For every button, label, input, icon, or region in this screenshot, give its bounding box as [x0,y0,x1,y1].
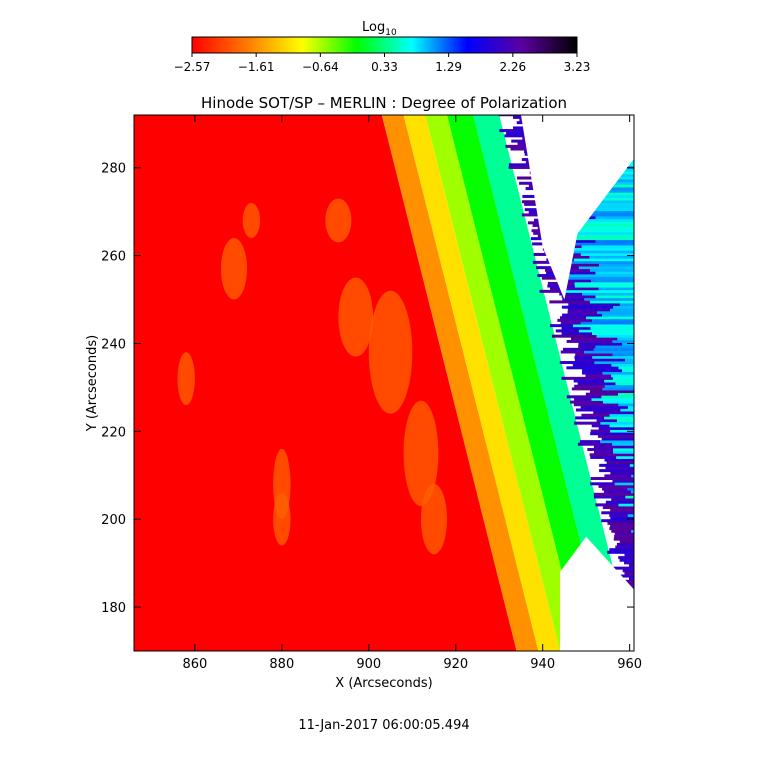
colorbar-tick-label: −1.61 [238,60,275,74]
x-tick-label: 860 [182,657,207,672]
y-tick-label: 180 [101,601,126,616]
plot-frame [133,114,635,652]
x-axis: 860 880 900 920 940 960 [182,115,642,672]
y-tick-label: 280 [101,162,126,177]
limb-band [473,115,634,651]
x-tick-label: 920 [443,657,468,672]
colorbar-tick-label: 0.33 [371,60,398,74]
timestamp: 11-Jan-2017 06:00:05.494 [298,718,469,733]
heatmap-image [134,115,634,651]
y-axis-label: Y (Arcseconds) [85,335,100,432]
y-tick-label: 240 [101,337,126,352]
limb-band [403,115,561,651]
x-axis-label: X (Arcseconds) [335,676,432,691]
colorbar-tick-label: −0.64 [302,60,339,74]
chart-title: Hinode SOT/SP – MERLIN : Degree of Polar… [201,94,567,112]
colorbar-label: Log10 [362,20,397,38]
y-tick-label: 220 [101,425,126,440]
colorbar-tick-label: 1.29 [435,60,462,74]
x-tick-label: 880 [269,657,294,672]
y-tick-label: 200 [101,513,126,528]
y-axis: 180 200 220 240 260 280 [101,162,634,616]
y-tick-label: 260 [101,250,126,265]
colorbar-tick-label: 2.26 [499,60,526,74]
colorbar-gradient [191,36,578,54]
colorbar-ticks: −2.57 −1.61 −0.64 0.33 1.29 2.26 3.23 [174,53,591,74]
colorbar-tick-label: −2.57 [174,60,211,74]
limb-band [447,115,608,651]
x-tick-label: 900 [356,657,381,672]
x-tick-label: 960 [617,657,642,672]
limb-band [381,115,539,651]
x-tick-label: 940 [530,657,555,672]
limb-band [425,115,582,651]
colorbar: Log10 −2.57 −1.61 −0.64 0.33 1.29 2.26 3.23 [174,20,591,74]
colorbar-tick-label: 3.23 [564,60,591,74]
